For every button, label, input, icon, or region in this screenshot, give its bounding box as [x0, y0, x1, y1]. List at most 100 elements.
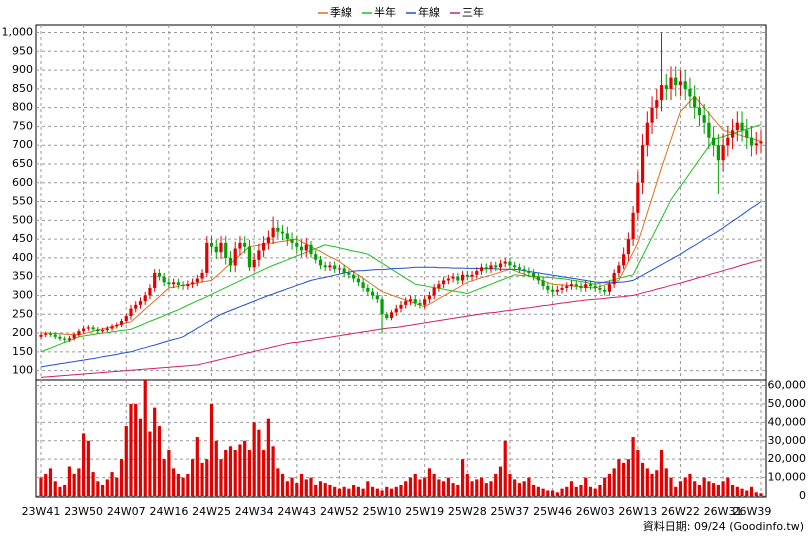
candle-body: [569, 284, 574, 287]
legend-label: 半年: [374, 5, 396, 19]
volume-bar: [437, 479, 441, 496]
candle-body: [475, 271, 479, 275]
candle-body: [612, 272, 616, 285]
x-tick-label: 26W31: [704, 505, 743, 518]
candle-body: [408, 299, 413, 302]
volume-bar: [148, 431, 152, 496]
volume-bar: [418, 479, 422, 496]
volume-bar: [110, 472, 114, 496]
y2-tick-label: 10,000: [768, 471, 807, 484]
candle-body: [44, 333, 48, 335]
candle-body: [205, 242, 209, 273]
volume-bar: [584, 477, 588, 496]
candle-body: [442, 280, 446, 285]
candle-body: [522, 269, 526, 272]
candle-body: [375, 295, 379, 300]
volume-bar: [645, 468, 649, 496]
volume-bar: [508, 473, 512, 496]
volume-bar: [86, 440, 90, 496]
volume-bar: [44, 473, 48, 496]
candle-body: [427, 295, 432, 300]
volume-bar: [304, 479, 308, 496]
candle-body: [366, 287, 370, 292]
ma-line: [40, 201, 762, 368]
candle-body: [655, 100, 659, 108]
candle-body: [209, 242, 214, 247]
candle-body: [579, 286, 583, 288]
candle-body: [674, 77, 678, 86]
candle-body: [446, 278, 450, 281]
candle-body: [749, 137, 754, 146]
candle-body: [470, 274, 474, 277]
volume-bar: [479, 477, 484, 496]
y-tick-label: 550: [12, 195, 33, 208]
volume-bar: [721, 481, 725, 496]
y-tick-label: 700: [12, 138, 33, 151]
y2-tick-label: 50,000: [768, 397, 807, 410]
volume-bar: [280, 473, 285, 496]
volume-bar: [314, 484, 318, 496]
volume-bar: [233, 449, 237, 496]
candle-body: [247, 246, 252, 268]
candle-body: [228, 257, 233, 266]
candle-body: [53, 334, 57, 337]
candle-body: [584, 284, 588, 288]
candle-body: [631, 212, 635, 240]
volume-bar: [617, 459, 621, 496]
volume-bar: [622, 462, 626, 496]
volume-bar: [318, 481, 323, 496]
volume-bar: [276, 468, 280, 496]
volume-bar: [100, 484, 105, 496]
volume-bar: [640, 462, 645, 496]
volume-bar: [451, 483, 455, 496]
candle-body: [119, 321, 124, 325]
candle-body: [550, 289, 555, 292]
volume-bar: [664, 468, 668, 496]
candle-body: [598, 287, 602, 290]
ma-line: [41, 95, 762, 336]
candle-body: [323, 265, 327, 268]
y-tick-label: 450: [12, 232, 33, 245]
candle-body: [190, 282, 195, 285]
volume-bar: [91, 472, 95, 496]
candle-body: [238, 242, 242, 249]
candle-body: [716, 145, 720, 161]
y-tick-label: 850: [12, 82, 33, 95]
candle-body: [352, 274, 356, 279]
volume-bar: [465, 473, 469, 496]
x-tick-label: 25W19: [405, 505, 444, 518]
candle-body: [532, 272, 536, 277]
volume-bar: [157, 426, 162, 496]
volume-bar: [375, 488, 379, 496]
candle-body: [730, 130, 735, 138]
volume-bar: [669, 477, 673, 496]
y-tick-label: 100: [12, 364, 33, 377]
volume-bar: [631, 437, 635, 496]
x-tick-label: 24W25: [192, 505, 231, 518]
volume-bar: [361, 488, 365, 496]
volume-bar: [295, 483, 299, 496]
candle-body: [437, 284, 441, 288]
x-tick-label: 24W16: [149, 505, 188, 518]
volume-bar: [413, 473, 417, 496]
candle-body: [494, 265, 498, 268]
volume-bar: [143, 380, 147, 496]
candle-body: [39, 334, 43, 337]
candle-body: [498, 263, 503, 268]
volume-bar: [309, 477, 313, 496]
candle-body: [394, 308, 398, 313]
x-tick-label: 26W39: [733, 505, 772, 518]
candle-body: [664, 85, 668, 89]
candle-body: [124, 316, 128, 322]
volume-bar: [460, 459, 465, 496]
candle-body: [726, 137, 730, 146]
candle-body: [489, 265, 493, 270]
candle-body: [290, 239, 294, 243]
candle-body: [105, 328, 109, 331]
volume-bar: [650, 473, 654, 496]
candle-body: [82, 328, 86, 332]
candle-body: [356, 278, 360, 283]
volume-bar: [399, 484, 403, 496]
candle-body: [546, 286, 550, 290]
